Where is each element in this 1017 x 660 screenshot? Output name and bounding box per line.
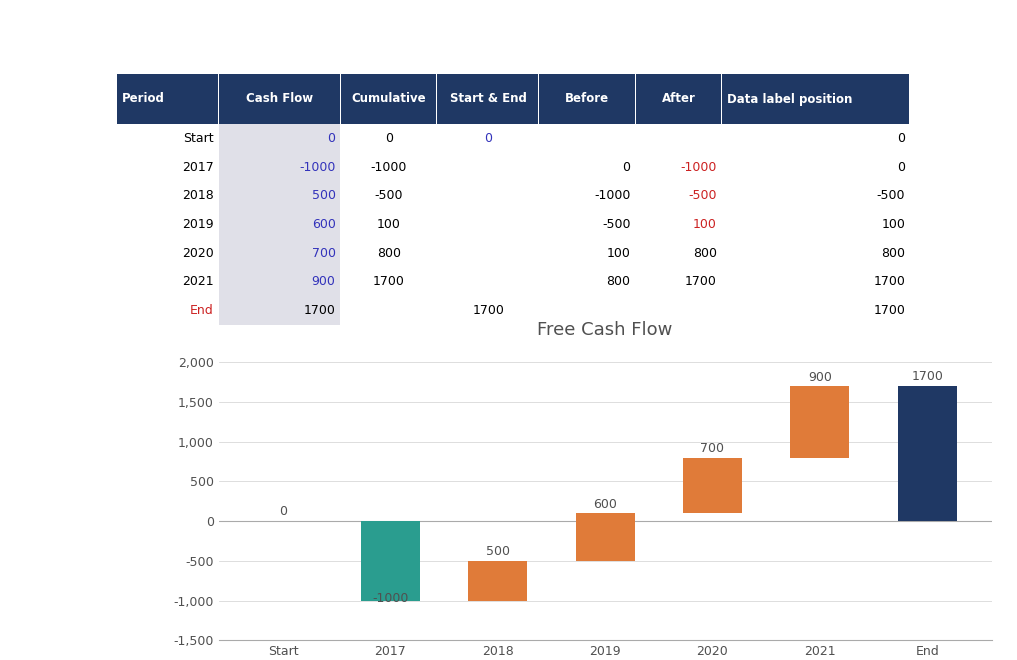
Text: 600: 600	[593, 498, 617, 511]
Text: 1700: 1700	[472, 304, 504, 317]
Bar	[576, 513, 635, 561]
Bar	[722, 74, 909, 124]
Text: 0: 0	[484, 132, 492, 145]
Bar	[219, 182, 340, 210]
Bar	[437, 74, 538, 124]
Bar	[219, 124, 340, 152]
Text: 2018: 2018	[182, 189, 214, 202]
Text: Before: Before	[565, 92, 609, 106]
Bar	[468, 561, 527, 601]
Bar	[636, 74, 721, 124]
Text: Cumulative: Cumulative	[352, 92, 426, 106]
Bar	[219, 267, 340, 296]
Text: 100: 100	[882, 218, 905, 231]
Text: 1700: 1700	[911, 370, 943, 383]
Text: 500: 500	[311, 189, 336, 202]
Text: Start: Start	[183, 132, 214, 145]
Text: -1000: -1000	[371, 160, 407, 174]
Text: Period: Period	[122, 92, 165, 106]
Text: 600: 600	[312, 218, 336, 231]
Text: © Corporate Finance Institute®. All rights reserved.: © Corporate Finance Institute®. All righ…	[8, 12, 280, 22]
Bar	[219, 296, 340, 325]
Text: End: End	[190, 304, 214, 317]
Bar	[683, 457, 742, 513]
Text: 0: 0	[327, 132, 336, 145]
Text: 2019: 2019	[182, 218, 214, 231]
Text: 700: 700	[311, 247, 336, 259]
Text: Waterfall Chart Template: Waterfall Chart Template	[71, 35, 306, 53]
Text: 800: 800	[606, 275, 631, 288]
Text: 2021: 2021	[182, 275, 214, 288]
Text: Start & End: Start & End	[450, 92, 527, 106]
Text: 1700: 1700	[874, 275, 905, 288]
Text: -500: -500	[602, 218, 631, 231]
Text: -1000: -1000	[372, 592, 409, 605]
Text: 1700: 1700	[373, 275, 405, 288]
Bar	[219, 74, 340, 124]
Text: 1700: 1700	[874, 304, 905, 317]
Bar	[219, 210, 340, 239]
Text: 0: 0	[385, 132, 393, 145]
Bar	[898, 386, 957, 521]
Bar	[117, 74, 218, 124]
Text: -1000: -1000	[680, 160, 717, 174]
Text: 2020: 2020	[182, 247, 214, 259]
Text: 0: 0	[897, 160, 905, 174]
Bar	[539, 74, 635, 124]
Text: 0: 0	[279, 505, 287, 518]
Text: -1000: -1000	[299, 160, 336, 174]
Bar	[341, 74, 436, 124]
Text: 800: 800	[881, 247, 905, 259]
Title: Free Cash Flow: Free Cash Flow	[537, 321, 673, 339]
Text: -500: -500	[374, 189, 404, 202]
Text: 800: 800	[377, 247, 401, 259]
Text: 800: 800	[693, 247, 717, 259]
Text: 100: 100	[377, 218, 401, 231]
Text: 700: 700	[701, 442, 724, 455]
Text: 500: 500	[486, 545, 510, 558]
Text: 900: 900	[807, 371, 832, 384]
Bar	[361, 521, 420, 601]
Text: -500: -500	[689, 189, 717, 202]
Text: 2017: 2017	[182, 160, 214, 174]
Text: 100: 100	[694, 218, 717, 231]
Text: -500: -500	[877, 189, 905, 202]
Text: 900: 900	[312, 275, 336, 288]
Bar	[219, 239, 340, 267]
Text: 0: 0	[622, 160, 631, 174]
Text: -1000: -1000	[594, 189, 631, 202]
Text: 1700: 1700	[685, 275, 717, 288]
Bar	[790, 386, 849, 457]
Text: 100: 100	[607, 247, 631, 259]
Bar	[219, 152, 340, 182]
Text: 1700: 1700	[304, 304, 336, 317]
Text: Data label position: Data label position	[727, 92, 852, 106]
Text: 0: 0	[897, 132, 905, 145]
Text: Cash Flow: Cash Flow	[246, 92, 313, 106]
Text: After: After	[662, 92, 696, 106]
